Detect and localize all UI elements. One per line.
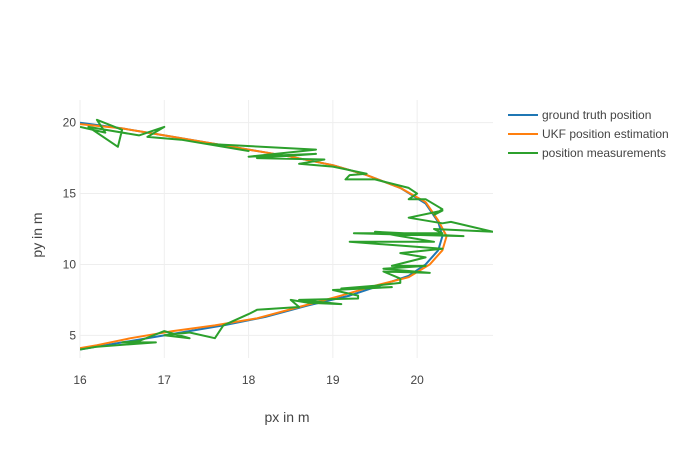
x-tick-label: 20: [410, 373, 424, 387]
x-tick-label: 18: [242, 373, 256, 387]
series-line-2: [80, 123, 448, 350]
legend-label: ground truth position: [542, 108, 651, 122]
series-line-3: [80, 118, 493, 351]
y-axis-title: py in m: [29, 212, 45, 257]
legend: ground truth position UKF position estima…: [508, 108, 669, 160]
x-tick-label: 16: [73, 373, 87, 387]
x-axis-title: px in m: [264, 409, 309, 425]
x-tick-label: 17: [158, 373, 172, 387]
x-tick-label: 19: [326, 373, 340, 387]
tick-labels: 16 17 18 19 20 5 10 15 20: [63, 116, 424, 387]
y-tick-label: 10: [63, 257, 77, 271]
y-tick-label: 15: [63, 187, 77, 201]
y-tick-label: 20: [63, 116, 77, 130]
legend-label: UKF position estimation: [542, 127, 669, 141]
legend-label: position measurements: [542, 146, 666, 160]
y-tick-label: 5: [69, 328, 76, 342]
series-layer: [80, 118, 493, 351]
